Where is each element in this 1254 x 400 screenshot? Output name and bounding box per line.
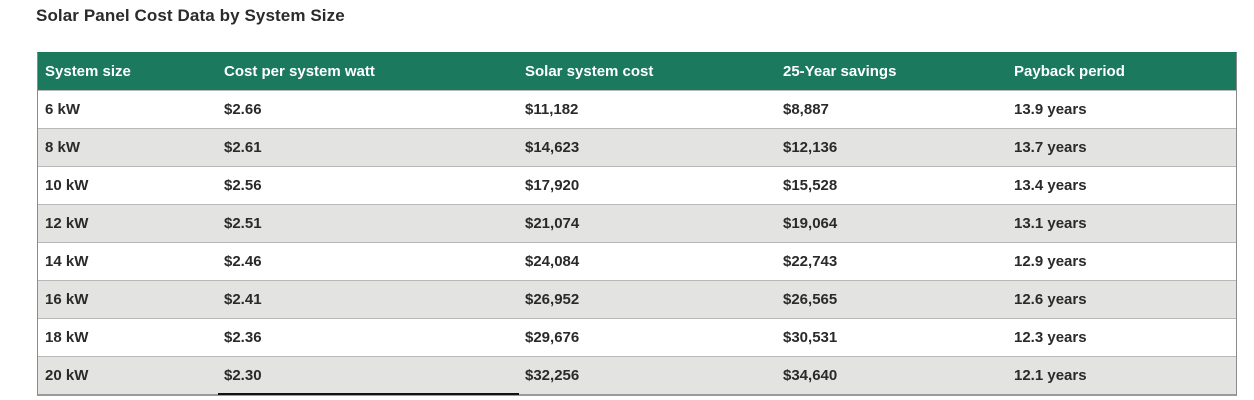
cell-system-cost: $17,920 [518, 165, 776, 204]
cell-system-size: 16 kW [38, 279, 217, 318]
table-row: 10 kW $2.56 $17,920 $15,528 13.4 years [38, 165, 1236, 204]
cell-cost-per-watt: $2.66 [217, 89, 518, 128]
header-25-year-savings: 25-Year savings [783, 62, 897, 80]
cell-cost-per-watt: $2.36 [217, 317, 518, 356]
cell-system-cost: $29,676 [518, 317, 776, 356]
table-row: 12 kW $2.51 $21,074 $19,064 13.1 years [38, 203, 1236, 242]
cell-cost-per-watt: $2.41 [217, 279, 518, 318]
cell-payback-period: 12.3 years [1007, 317, 1236, 356]
header-cost-per-watt: Cost per system watt [224, 62, 375, 80]
cell-payback-period: 13.9 years [1007, 89, 1236, 128]
cell-25-year-savings: $22,743 [776, 241, 1007, 280]
header-system-size: System size [45, 62, 131, 80]
cell-system-size: 10 kW [38, 165, 217, 204]
cell-25-year-savings: $34,640 [776, 355, 1007, 394]
table-row: 6 kW $2.66 $11,182 $8,887 13.9 years [38, 89, 1236, 128]
table-header-row: System size Cost per system watt Solar s… [38, 53, 1236, 90]
cell-system-size: 14 kW [38, 241, 217, 280]
header-system-cost: Solar system cost [525, 62, 654, 80]
cell-cost-per-watt: $2.30 [217, 355, 518, 394]
table-row: 18 kW $2.36 $29,676 $30,531 12.3 years [38, 317, 1236, 356]
cell-payback-period: 12.1 years [1007, 355, 1236, 394]
cell-system-size: 12 kW [38, 203, 217, 242]
underline-mark [218, 393, 519, 395]
cell-system-cost: $26,952 [518, 279, 776, 318]
cell-25-year-savings: $8,887 [776, 89, 1007, 128]
cell-25-year-savings: $19,064 [776, 203, 1007, 242]
cell-payback-period: 13.1 years [1007, 203, 1236, 242]
page-title: Solar Panel Cost Data by System Size [36, 6, 345, 25]
cost-data-table-container: System size Cost per system watt Solar s… [37, 52, 1237, 396]
cell-system-size: 8 kW [38, 127, 217, 166]
cell-25-year-savings: $30,531 [776, 317, 1007, 356]
cost-data-table: System size Cost per system watt Solar s… [38, 53, 1236, 394]
table-row: 16 kW $2.41 $26,952 $26,565 12.6 years [38, 279, 1236, 318]
cell-system-size: 6 kW [38, 89, 217, 128]
cell-system-cost: $21,074 [518, 203, 776, 242]
cell-payback-period: 13.4 years [1007, 165, 1236, 204]
table-row: 20 kW $2.30 $32,256 $34,640 12.1 years [38, 355, 1236, 394]
cell-cost-per-watt: $2.51 [217, 203, 518, 242]
header-payback-period: Payback period [1014, 62, 1125, 80]
cell-system-cost: $14,623 [518, 127, 776, 166]
cell-system-size: 20 kW [38, 355, 217, 394]
cell-payback-period: 12.6 years [1007, 279, 1236, 318]
cell-system-cost: $32,256 [518, 355, 776, 394]
cell-25-year-savings: $12,136 [776, 127, 1007, 166]
cell-system-size: 18 kW [38, 317, 217, 356]
cell-25-year-savings: $26,565 [776, 279, 1007, 318]
cell-system-cost: $11,182 [518, 89, 776, 128]
cell-cost-per-watt: $2.61 [217, 127, 518, 166]
cell-system-cost: $24,084 [518, 241, 776, 280]
cell-payback-period: 13.7 years [1007, 127, 1236, 166]
table-row: 14 kW $2.46 $24,084 $22,743 12.9 years [38, 241, 1236, 280]
cell-25-year-savings: $15,528 [776, 165, 1007, 204]
table-row: 8 kW $2.61 $14,623 $12,136 13.7 years [38, 127, 1236, 166]
cell-payback-period: 12.9 years [1007, 241, 1236, 280]
cell-cost-per-watt: $2.56 [217, 165, 518, 204]
cell-cost-per-watt: $2.46 [217, 241, 518, 280]
